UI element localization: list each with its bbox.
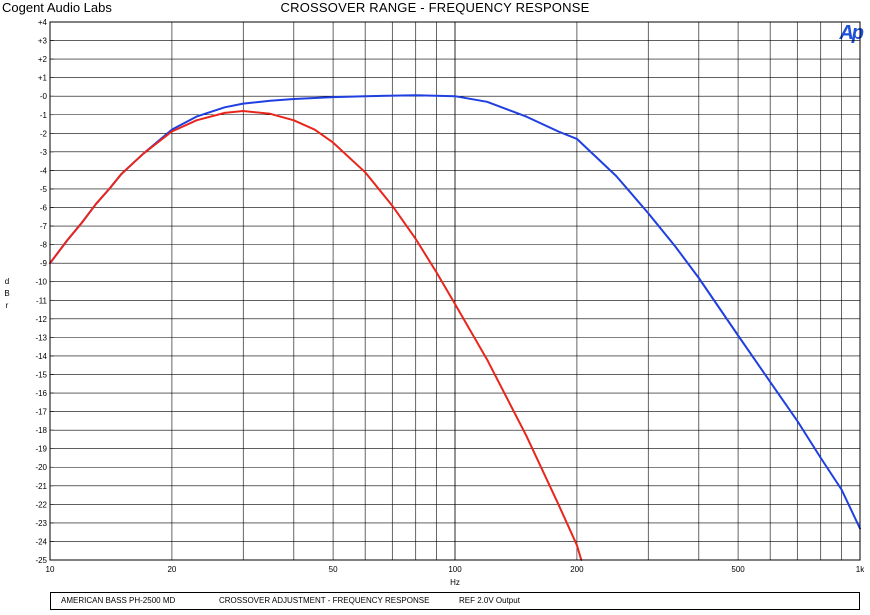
y-tick-label: -24	[35, 537, 47, 546]
x-tick-label: 100	[448, 565, 462, 574]
footer-description: CROSSOVER ADJUSTMENT - FREQUENCY RESPONS…	[219, 596, 430, 605]
y-tick-label: -25	[35, 556, 47, 565]
y-tick-label: -4	[40, 166, 48, 175]
plot-frame	[49, 21, 861, 561]
y-tick-label: -21	[35, 482, 47, 491]
y-tick-label: +2	[38, 55, 48, 64]
grid	[49, 21, 861, 561]
y-tick-label: -6	[40, 204, 48, 213]
y-tick-label: -17	[35, 408, 47, 417]
x-tick-label: 1k	[856, 565, 865, 574]
footer-info-bar: AMERICAN BASS PH-2500 MD CROSSOVER ADJUS…	[50, 592, 860, 610]
y-tick-label: -20	[35, 463, 47, 472]
x-axis-label: Hz	[450, 578, 460, 587]
y-tick-label: -9	[40, 259, 48, 268]
y-tick-label: -14	[35, 352, 47, 361]
chart-title: CROSSOVER RANGE - FREQUENCY RESPONSE	[280, 0, 590, 15]
y-tick-label: +4	[38, 18, 48, 27]
x-tick-label: 500	[731, 565, 745, 574]
y-tick-label: -7	[40, 222, 48, 231]
y-tick-label: -22	[35, 500, 47, 509]
y-tick-label: +1	[38, 74, 48, 83]
y-tick-label: -23	[35, 519, 47, 528]
y-tick-label: -16	[35, 389, 47, 398]
series-group	[49, 94, 861, 561]
footer-device: AMERICAN BASS PH-2500 MD	[61, 596, 176, 605]
x-tick-label: 50	[329, 565, 338, 574]
y-tick-label: -2	[40, 129, 48, 138]
y-tick-label: -19	[35, 445, 47, 454]
y-tick-label: -15	[35, 370, 47, 379]
y-tick-label: -18	[35, 426, 47, 435]
x-tick-label: 200	[570, 565, 584, 574]
brand-name: Cogent Audio Labs	[2, 0, 112, 15]
y-tick-label: +3	[38, 37, 48, 46]
y-tick-label: -1	[40, 111, 48, 120]
x-tick-label: 20	[167, 565, 176, 574]
y-tick-label: -0	[40, 92, 48, 101]
y-tick-label: -3	[40, 148, 48, 157]
x-tick-label: 10	[46, 565, 55, 574]
y-tick-label: -13	[35, 333, 47, 342]
y-tick-label: -10	[35, 278, 47, 287]
y-tick-label: -11	[36, 296, 48, 305]
y-tick-label: -5	[40, 185, 48, 194]
y-tick-label: -12	[35, 315, 47, 324]
footer-reference: REF 2.0V Output	[459, 596, 520, 605]
x-tick-labels: 10 20 50 100 200 500 1k	[46, 565, 866, 574]
y-tick-labels: +4 +3 +2 +1 -0 -1 -2 -3 -4 -5 -6 -7 -8 -9 -10 -11 -12 -13…	[35, 18, 54, 565]
series-line-2	[49, 110, 583, 561]
y-tick-label: -8	[40, 241, 48, 250]
ap-logo: Ap	[839, 22, 864, 44]
